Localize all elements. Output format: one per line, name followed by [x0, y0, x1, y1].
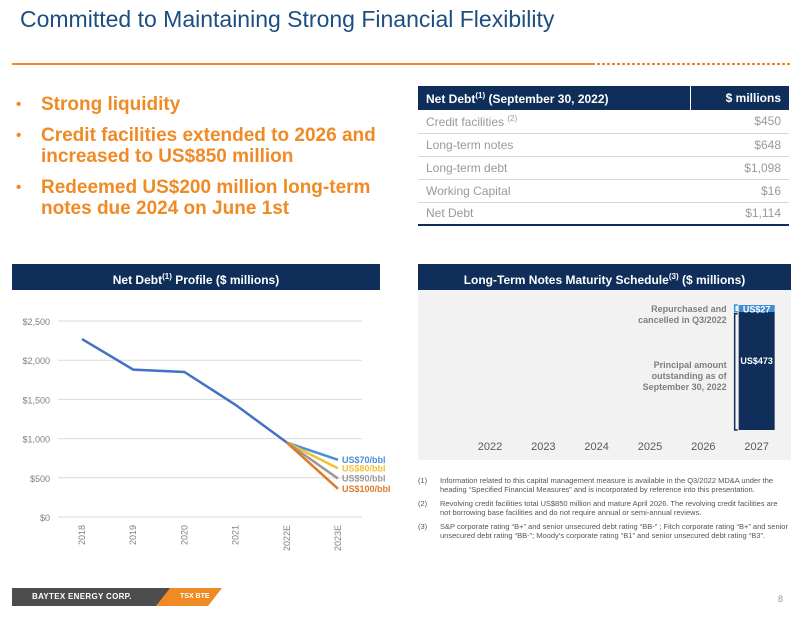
row-label: Working Capital	[418, 179, 691, 203]
notes-maturity-chart-background	[418, 290, 791, 460]
y-tick-label: $2,000	[22, 356, 50, 366]
series-label: US$80/bbl	[342, 463, 386, 473]
annotation-repurchased: Repurchased and	[651, 304, 727, 314]
y-tick-label: $1,500	[22, 395, 50, 405]
bullet-strong-liquidity: • Strong liquidity	[16, 94, 376, 115]
series-label: US$100/bbl	[342, 484, 391, 494]
bar-value-label: US$473	[740, 356, 773, 366]
annotation-principal: outstanding as of	[652, 371, 728, 381]
notes-maturity-chart-header: Long-Term Notes Maturity Schedule(3) ($ …	[418, 264, 791, 290]
footnote: (3) S&P corporate rating “B+” and senior …	[418, 522, 788, 540]
series-line	[285, 441, 339, 490]
row-label: Long-term notes	[418, 133, 691, 157]
bar	[738, 305, 775, 312]
series-line	[81, 337, 288, 444]
x-tick-label: 2023	[531, 441, 555, 453]
series-line	[286, 441, 339, 480]
x-tick-label: 2022	[478, 441, 502, 453]
bullet-text: Redeemed US$200 million long-term notes …	[41, 177, 371, 219]
notes-maturity-bar-chart: 2022202320242025202620272028US$473US$27R…	[478, 304, 775, 453]
bracket	[733, 304, 738, 313]
ticker-badge: TSX BTE	[156, 588, 222, 606]
x-tick-label: 2023E	[333, 525, 343, 551]
table-header-label: Net Debt(1) (September 30, 2022)	[418, 86, 691, 110]
series-label: US$70/bbl	[342, 455, 386, 465]
y-tick-label: $2,500	[22, 317, 50, 327]
key-points-list: • Strong liquidity • Credit facilities ext…	[16, 94, 376, 229]
series-line	[286, 441, 339, 461]
bullet-text: Credit facilities extended to 2026 and i…	[41, 125, 376, 167]
bullet-marker: •	[16, 127, 22, 144]
row-value: $648	[690, 133, 789, 157]
y-tick-label: $1,000	[22, 435, 50, 445]
bullet-text: Strong liquidity	[41, 94, 181, 115]
bullet-credit-facilities: • Credit facilities extended to 2026 and …	[16, 125, 376, 167]
table-header-unit: $ millions	[690, 86, 789, 110]
bar	[738, 311, 775, 430]
table-row: Working Capital $16	[418, 179, 789, 203]
page-number: 8	[777, 594, 783, 604]
annotation-principal: September 30, 2022	[643, 382, 727, 392]
y-tick-label: $0	[40, 513, 50, 523]
row-value: $1,098	[690, 156, 789, 180]
slide-title: Committed to Maintaining Strong Financia…	[20, 6, 555, 32]
title-rule	[12, 63, 592, 65]
x-tick-label: 2027	[744, 441, 768, 453]
y-tick-label: $500	[30, 474, 50, 484]
footnotes: (1) Information related to this capital m…	[418, 476, 790, 545]
table-row: Net Debt $1,114	[418, 202, 789, 226]
title-rule-dashed	[592, 63, 792, 65]
bullet-marker: •	[16, 96, 22, 113]
x-tick-label: 2024	[584, 441, 608, 453]
x-tick-label: 2026	[691, 441, 715, 453]
company-logo-bar: BAYTEX ENERGY CORP.	[12, 588, 182, 606]
bullet-marker: •	[16, 179, 22, 196]
table-row: Long-term debt $1,098	[418, 156, 789, 180]
table-row: Long-term notes $648	[418, 133, 789, 157]
series-label: US$90/bbl	[342, 474, 386, 484]
row-value: $1,114	[690, 202, 789, 226]
row-value: $16	[690, 179, 789, 203]
x-tick-label: 2022E	[282, 525, 292, 551]
net-debt-table: Net Debt(1) (September 30, 2022) $ milli…	[418, 86, 789, 226]
row-label: Long-term debt	[418, 156, 691, 180]
net-debt-line-chart: $0 $500 $1,000 $1,500 $2,000 $2,500 2018 2019 20…	[22, 317, 391, 551]
x-tick-label: 2019	[128, 525, 138, 545]
x-tick-label: 2018	[77, 525, 87, 545]
table-header-row: Net Debt(1) (September 30, 2022) $ milli…	[418, 86, 789, 110]
row-footnote: (2)	[507, 113, 518, 123]
net-debt-chart-header: Net Debt(1) Profile ($ millions)	[12, 264, 380, 290]
row-label: Credit facilities	[426, 114, 505, 129]
bullet-redeemed-notes: • Redeemed US$200 million long-term notes…	[16, 177, 376, 219]
x-tick-label: 2025	[638, 441, 662, 453]
bar-value-label: US$27	[743, 304, 771, 314]
annotation-repurchased: cancelled in Q3/2022	[638, 315, 727, 325]
x-tick-label: 2021	[231, 525, 241, 545]
table-row: Credit facilities (2) $450	[418, 110, 789, 134]
footnote: (1) Information related to this capital m…	[418, 476, 774, 494]
row-value: $450	[690, 110, 789, 134]
annotation-principal: Principal amount	[654, 360, 727, 370]
series-line	[286, 441, 339, 470]
row-label: Net Debt	[418, 202, 691, 226]
footnote: (2) Revolving credit facilities total US$…	[418, 499, 778, 517]
bracket	[733, 313, 738, 431]
x-tick-label: 2020	[179, 525, 189, 545]
